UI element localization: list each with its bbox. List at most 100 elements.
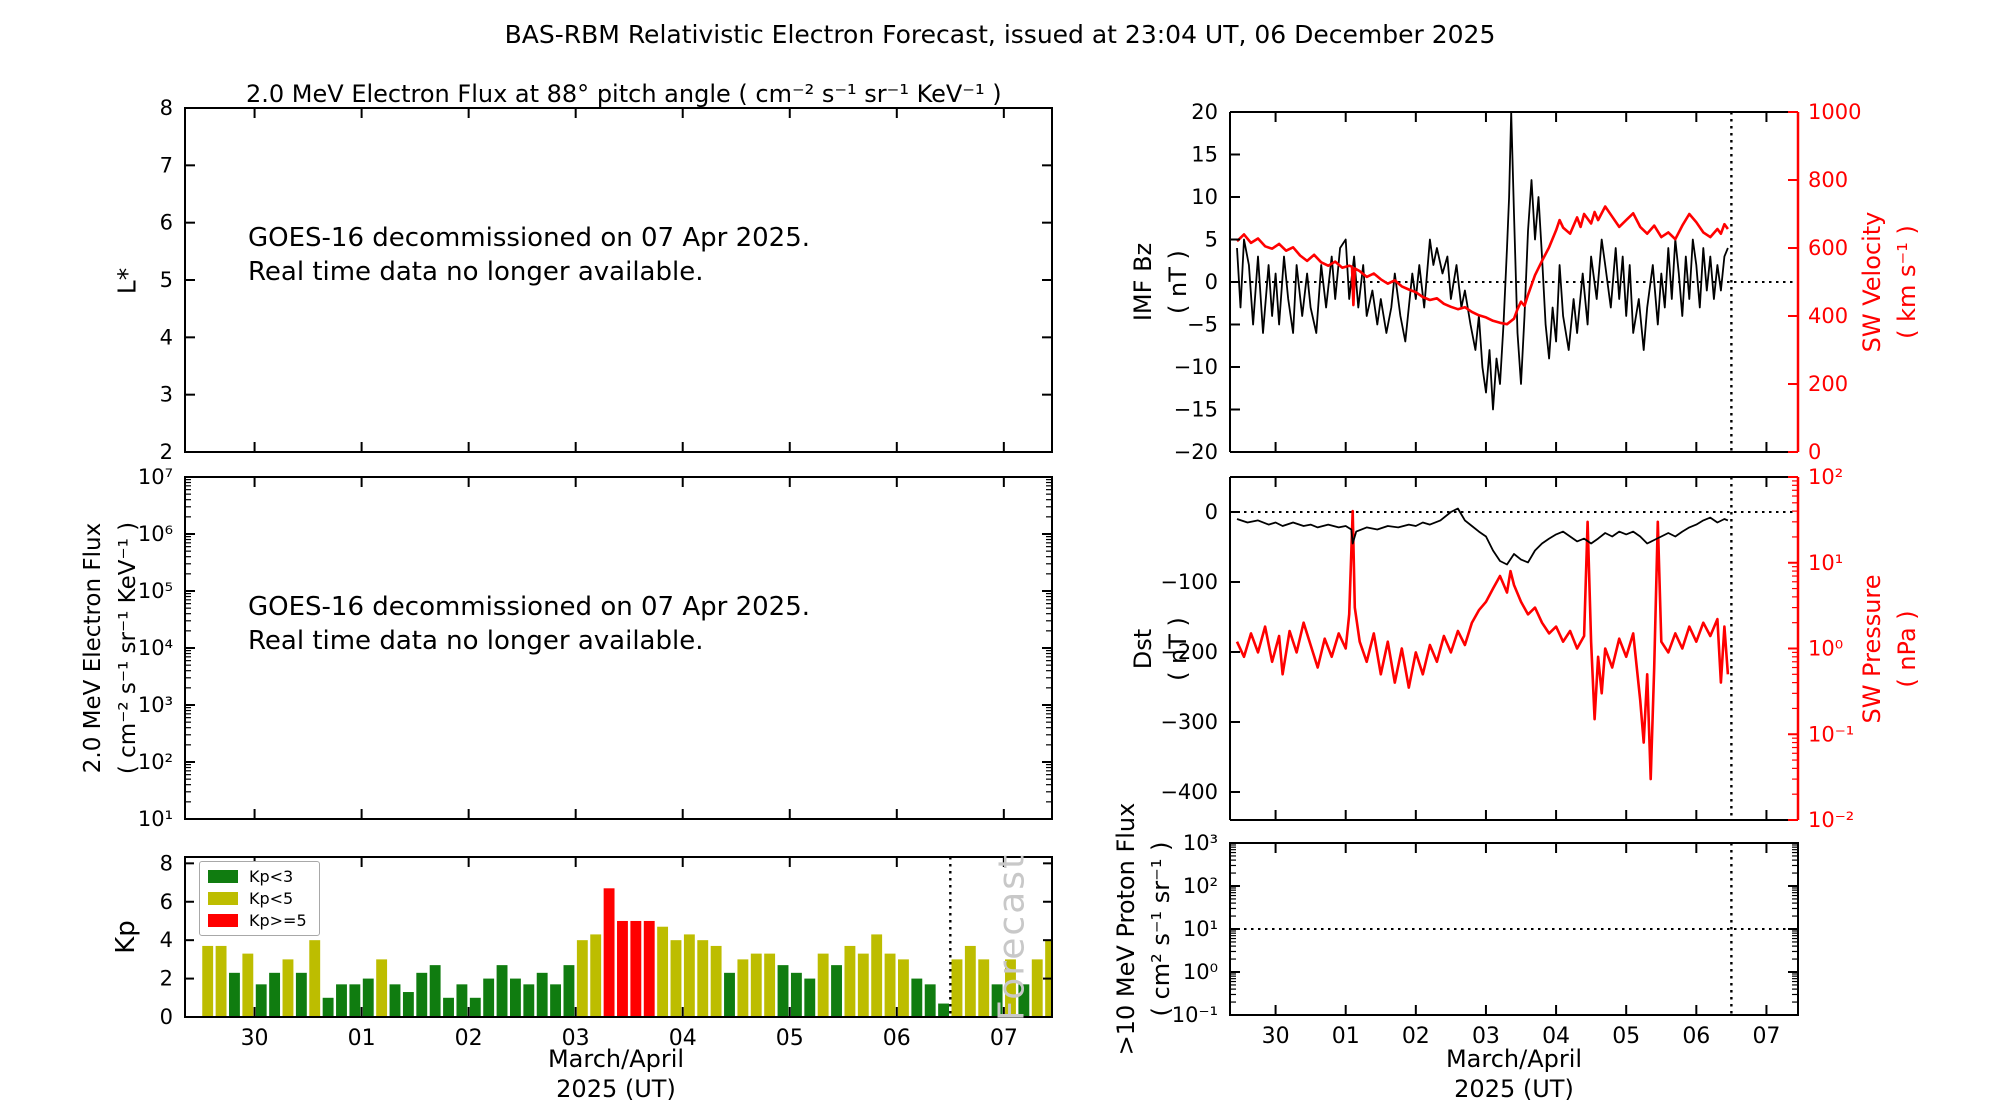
sw-pressure-ylabel: SW Pressure ( nPa ) [1855,574,1925,723]
velocity-ytick-label: 0 [1808,440,1821,464]
left-xaxis-label-line1: March/April [547,1045,685,1073]
velocity-ytick-label: 200 [1808,372,1848,396]
kp-bar [295,972,307,1017]
kp-bar [496,965,508,1017]
lstar-message-line1: GOES-16 decommissioned on 07 Apr 2025. [248,223,810,253]
kp-bar [724,972,735,1017]
bz-ytick-label: 0 [1205,270,1218,294]
kp-bar [911,978,923,1017]
kp-bar [991,984,1003,1017]
kp-bar [202,945,214,1017]
flux-message-line1: GOES-16 decommissioned on 07 Apr 2025. [248,592,810,622]
kp-bar [884,953,896,1017]
kp-bar [282,959,294,1017]
kp-bar [483,978,495,1017]
kp-bar [938,1003,950,1017]
proton-ytick-label: 10⁰ [1183,960,1218,984]
kp-legend-swatch-red [208,914,238,927]
proton-xtick-label: 04 [1542,1024,1570,1049]
bz-ytick-label: 5 [1205,228,1218,252]
forecast-watermark: Forecast [991,852,1033,1022]
dst-line [1236,507,1729,566]
flux-ytick-label: 10³ [138,693,173,717]
flux-message-line2: Real time data no longer available. [248,626,704,656]
kp-bar [844,945,856,1017]
kp-ytick-label: 8 [160,851,173,875]
lstar-ytick-label: 5 [160,268,173,292]
proton-ytick-label: 10¹ [1183,917,1218,941]
dst-ylabel: Dst ( nT ) [1126,617,1196,681]
bz-ytick-label: −15 [1174,398,1218,422]
proton-xtick-label: 01 [1332,1024,1360,1049]
pressure-ytick-label: 10⁻² [1808,808,1854,832]
kp-bar [376,959,388,1017]
kp-bar [349,984,361,1017]
kp-bar [871,934,883,1017]
proton-xtick-label: 02 [1402,1024,1430,1049]
sw-pressure-ylabel-line2: ( nPa ) [1893,610,1921,688]
pressure-ytick-label: 10¹ [1808,551,1843,575]
proton-xtick-label: 07 [1752,1024,1780,1049]
kp-bar [362,978,374,1017]
pressure-ytick-label: 10² [1808,465,1843,489]
sw-velocity-ylabel-line1: SW Velocity [1858,211,1886,353]
kp-bar [456,984,468,1017]
proton-flux-ylabel-line1: >10 MeV Proton Flux [1112,802,1140,1056]
kp-bar [697,940,709,1017]
kp-ylabel: Kp [111,920,141,954]
proton-xtick-label: 30 [1262,1024,1290,1049]
imf-bz-line [1236,112,1729,411]
kp-bar [737,959,749,1017]
flux-panel-message: GOES-16 decommissioned on 07 Apr 2025. R… [248,590,810,658]
kp-ytick-label: 6 [160,890,173,914]
flux-ylabel-line1: 2.0 MeV Electron Flux [80,522,106,774]
kp-bar [924,984,936,1017]
dst-ylabel-line1: Dst [1129,628,1157,670]
kp-bar [402,992,414,1017]
dst-ytick-label: −200 [1160,640,1218,664]
kp-legend-swatch-green [208,870,238,883]
kp-bar [657,926,669,1017]
kp-bar [215,945,227,1017]
kp-xtick-label: 30 [241,1026,269,1051]
kp-ytick-label: 4 [160,928,173,952]
proton-flux-ylabel-line2: ( cm² s⁻¹ sr⁻¹ ) [1147,841,1175,1017]
kp-legend: Kp<3 Kp<5 Kp>=5 [199,861,320,936]
dst-ytick-label: −100 [1160,570,1218,594]
kp-panel-border [184,856,1053,1018]
kp-bar [469,997,481,1017]
kp-bar [764,953,776,1017]
imf-bz-ylabel-line1: IMF Bz [1129,242,1157,322]
flux-ytick-label: 10⁶ [138,522,173,546]
sw-velocity-ylabel: SW Velocity ( km s⁻¹ ) [1855,212,1925,353]
kp-bar [617,920,628,1017]
kp-bar [416,972,428,1017]
kp-bar [643,920,655,1017]
kp-bar [389,984,401,1017]
figure-title: BAS-RBM Relativistic Electron Forecast, … [504,20,1496,49]
kp-bar [857,953,869,1017]
kp-ytick-label: 0 [160,1005,173,1029]
kp-bar [309,940,321,1017]
dst-ylabel-line2: ( nT ) [1164,617,1192,681]
left-xaxis-label: March/April 2025 (UT) [548,1044,684,1100]
dst-ytick-label: −300 [1160,710,1218,734]
kp-bar [804,978,816,1017]
proton-ytick-label: 10² [1183,874,1218,898]
lstar-panel-message: GOES-16 decommissioned on 07 Apr 2025. R… [248,221,810,289]
kp-bar [429,965,441,1017]
kp-legend-row: Kp>=5 [208,911,307,930]
kp-bar [670,940,682,1017]
kp-bar [576,940,588,1017]
kp-bar [817,953,829,1017]
kp-bar [229,972,240,1017]
sw-velocity-line [1236,205,1729,326]
kp-xtick-label: 02 [455,1026,483,1051]
lstar-ytick-label: 6 [160,211,173,235]
kp-ytick-label: 2 [160,967,173,991]
velocity-ytick-label: 600 [1808,236,1848,260]
bz-ytick-label: −5 [1187,313,1218,337]
proton-ytick-label: 10³ [1183,831,1218,855]
right-xaxis-label-line1: March/April [1445,1045,1583,1073]
